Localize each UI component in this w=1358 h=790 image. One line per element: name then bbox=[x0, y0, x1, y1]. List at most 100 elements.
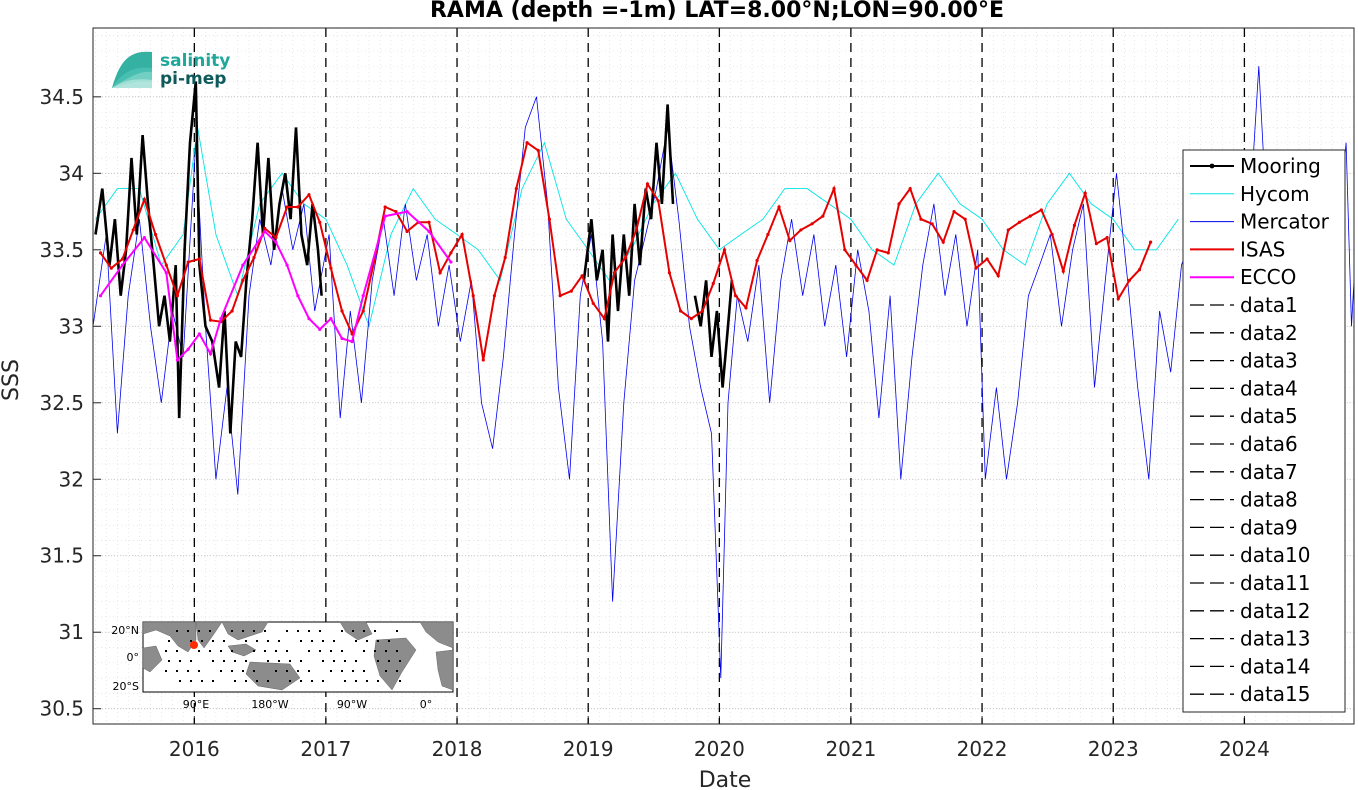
data-point-isas bbox=[120, 257, 125, 261]
data-point-isas bbox=[634, 228, 638, 232]
legend-label-data4: data4 bbox=[1240, 376, 1298, 400]
inset-map-buoy bbox=[355, 660, 357, 662]
inset-map-buoy bbox=[363, 670, 365, 672]
data-point-isas bbox=[678, 309, 683, 313]
inset-map-buoy bbox=[242, 630, 244, 632]
inset-map-buoy bbox=[253, 650, 255, 652]
inset-map-buoy bbox=[176, 650, 178, 652]
data-point-isas bbox=[612, 271, 617, 275]
inset-map-buoy bbox=[352, 630, 354, 632]
legend-label-data7: data7 bbox=[1240, 460, 1298, 484]
data-point-ecco bbox=[296, 294, 300, 298]
data-point-isas bbox=[1028, 214, 1032, 218]
data-point-isas bbox=[503, 255, 507, 260]
legend-label-data6: data6 bbox=[1240, 432, 1298, 456]
inset-map-buoy bbox=[385, 670, 387, 672]
data-point-isas bbox=[1094, 242, 1098, 246]
inset-map-buoy bbox=[322, 660, 324, 662]
data-point-ecco bbox=[405, 209, 409, 214]
legend-label-ecco: ECCO bbox=[1240, 265, 1296, 289]
data-point-isas bbox=[777, 205, 781, 209]
data-point-ecco bbox=[449, 260, 453, 264]
inset-map-buoy bbox=[286, 630, 288, 632]
data-point-isas bbox=[908, 187, 912, 191]
data-point-isas bbox=[164, 263, 168, 267]
series-ecco bbox=[98, 209, 453, 363]
x-tick-label: 2019 bbox=[563, 737, 614, 761]
inset-map-buoy bbox=[168, 660, 170, 662]
legend-label-hycom: Hycom bbox=[1240, 182, 1310, 206]
legend-label-data8: data8 bbox=[1240, 488, 1298, 512]
data-point-isas bbox=[580, 274, 584, 278]
inset-map-buoy bbox=[300, 640, 302, 642]
x-tick-label: 2017 bbox=[300, 737, 351, 761]
data-point-isas bbox=[711, 281, 715, 286]
inset-map-buoy bbox=[388, 660, 390, 662]
legend-label-data10: data10 bbox=[1240, 543, 1311, 567]
data-point-isas bbox=[1083, 191, 1087, 195]
inset-map-buoy bbox=[308, 650, 310, 652]
legend-label-data1: data1 bbox=[1240, 293, 1298, 317]
data-point-ecco bbox=[361, 294, 365, 298]
inset-map-land bbox=[245, 661, 301, 691]
data-point-isas bbox=[1061, 269, 1065, 273]
inset-map-land bbox=[142, 645, 163, 673]
data-point-isas bbox=[1050, 232, 1054, 237]
inset-map-buoy bbox=[190, 660, 192, 662]
inset-map-buoy bbox=[330, 650, 332, 652]
data-point-ecco bbox=[285, 263, 289, 267]
inset-map-buoy bbox=[396, 650, 398, 652]
inset-map-buoy bbox=[366, 640, 368, 642]
inset-map-buoy bbox=[322, 640, 324, 642]
data-point-isas bbox=[1127, 278, 1131, 282]
data-point-ecco bbox=[197, 332, 201, 336]
legend-box bbox=[1182, 149, 1346, 713]
legend-label-data3: data3 bbox=[1240, 349, 1298, 373]
data-point-isas bbox=[832, 187, 836, 191]
data-point-ecco bbox=[219, 317, 223, 321]
data-point-isas bbox=[865, 278, 869, 282]
data-point-isas bbox=[1149, 240, 1153, 244]
data-point-isas bbox=[897, 202, 901, 206]
legend-label-data11: data11 bbox=[1240, 571, 1311, 595]
data-point-isas bbox=[197, 257, 201, 261]
data-point-isas bbox=[241, 278, 245, 282]
data-point-isas bbox=[175, 294, 180, 298]
legend-label-mooring: Mooring bbox=[1240, 154, 1321, 178]
data-point-isas bbox=[109, 266, 113, 270]
inset-map-buoy bbox=[388, 640, 390, 642]
legend-label-data13: data13 bbox=[1240, 627, 1311, 651]
data-point-isas bbox=[985, 257, 989, 261]
inset-map-buoy bbox=[245, 680, 247, 682]
data-point-isas bbox=[142, 197, 146, 201]
series-line-ecco bbox=[99, 210, 452, 363]
data-point-ecco bbox=[383, 214, 387, 218]
data-point-ecco bbox=[263, 229, 267, 234]
inset-map: 20°N 0° 20°S 90°E 180°W 90°W 0° bbox=[111, 621, 454, 711]
data-point-isas bbox=[788, 239, 792, 243]
data-point-ecco bbox=[164, 271, 168, 275]
inset-map-buoy bbox=[187, 670, 189, 672]
inset-map-buoy bbox=[377, 680, 379, 682]
data-point-isas bbox=[230, 309, 234, 313]
data-point-ecco bbox=[175, 358, 180, 362]
data-point-isas bbox=[307, 193, 311, 197]
data-point-isas bbox=[722, 248, 726, 252]
data-point-isas bbox=[481, 358, 485, 362]
x-tick-label: 2016 bbox=[169, 737, 220, 761]
data-point-isas bbox=[153, 232, 158, 237]
data-point-isas bbox=[799, 228, 803, 232]
inset-map-lon-label: 90°W bbox=[337, 698, 367, 711]
inset-map-lat-label: 20°S bbox=[113, 680, 139, 693]
data-point-ecco bbox=[142, 235, 146, 240]
data-point-ecco bbox=[427, 229, 431, 234]
data-point-isas bbox=[821, 214, 825, 218]
data-point-isas bbox=[252, 255, 256, 260]
inset-map-buoy bbox=[209, 650, 211, 652]
data-point-isas bbox=[941, 240, 945, 244]
data-point-ecco bbox=[329, 317, 333, 321]
data-point-isas bbox=[460, 232, 464, 237]
data-point-isas bbox=[427, 220, 431, 224]
plot-frame bbox=[92, 27, 1355, 725]
